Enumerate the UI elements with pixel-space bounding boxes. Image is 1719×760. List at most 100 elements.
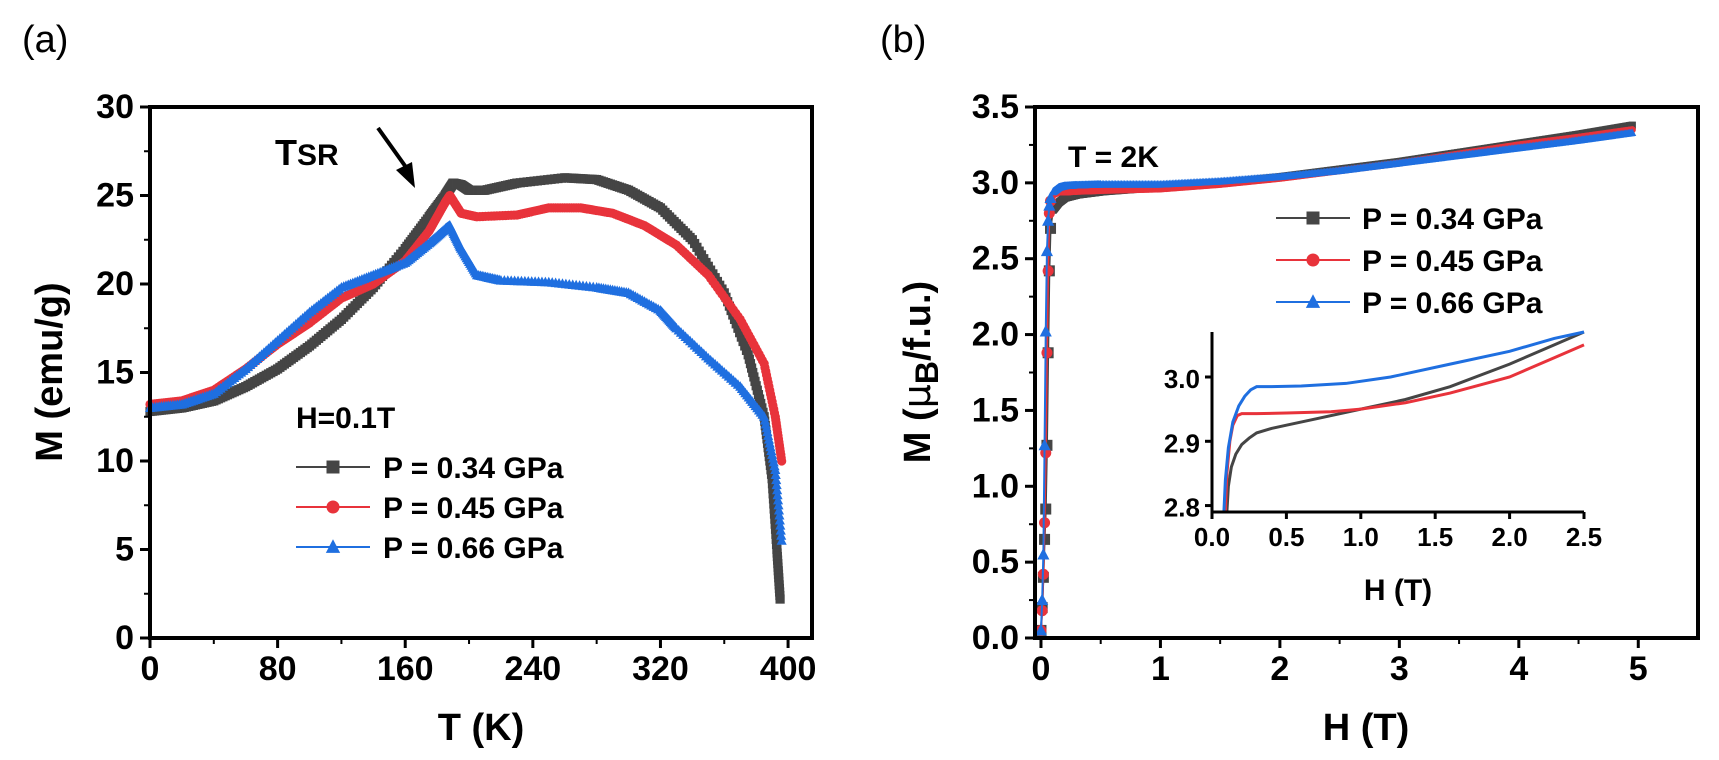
series-2-point: [772, 484, 783, 495]
panel-a-ytick-label: 5: [115, 531, 134, 569]
inset-plot-area: [1222, 330, 1585, 513]
panel-a-ylabel: M (emu/g): [29, 282, 71, 461]
series-2-point: [771, 474, 782, 485]
panel-a-xlabel: T (K): [438, 707, 525, 749]
series-0-point: [775, 594, 785, 604]
tsr-arrow-head: [396, 162, 415, 188]
legend-a-label-1: P = 0.45 GPa: [383, 492, 564, 525]
series-2-point: [775, 525, 786, 535]
b-series-2-lowfield-point: [1043, 199, 1056, 211]
panel-b-xlabel: H (T): [1323, 707, 1410, 749]
series-0-point: [771, 534, 781, 544]
panel-b-legend: P = 0.34 GPa P = 0.45 GPa P = 0.66 GPa: [1276, 203, 1543, 320]
series-2-point: [772, 489, 783, 500]
b-series-2-lowfield-point: [1042, 214, 1055, 226]
panel-b-ylabel-mu: μ: [895, 384, 939, 408]
panel-a-plot-area: [144, 173, 787, 604]
panel-a-xtick-label: 400: [760, 650, 817, 688]
inset-ytick-label: 3.0: [1164, 364, 1200, 394]
inset-xtick-label: 0.0: [1194, 522, 1230, 552]
panel-b-ylabel-tail: /f.u.): [897, 281, 939, 361]
inset-ytick-label: 2.8: [1164, 493, 1200, 523]
panel-b-xtick-label: 5: [1629, 650, 1648, 688]
panel-a-ytick-label: 20: [96, 265, 134, 303]
inset-series-2: [1222, 330, 1585, 513]
panel-b-ytick-label: 0.5: [972, 543, 1019, 581]
series-2-point: [770, 469, 781, 480]
panel-b-ytick-label: 1.5: [972, 391, 1019, 429]
panel-b-xtick-label: 1: [1151, 650, 1170, 688]
b-series-1-lowfield-point: [1042, 265, 1054, 277]
tsr-arrow: [376, 126, 410, 172]
inset-xlabel: H (T): [1364, 574, 1432, 607]
series-1-point: [777, 456, 787, 466]
b-series-0-lowfield-point: [1045, 222, 1057, 234]
temperature-label: T = 2K: [1068, 141, 1159, 174]
series-2-point: [776, 535, 787, 545]
panel-a: (a) 0 80 160 240 320 400 0 5 10 15 20 25 30 T (K) M …: [22, 19, 816, 749]
panel-a-ytick-label: 0: [115, 619, 134, 657]
panel-b-ytick-label: 0.0: [972, 619, 1019, 657]
inset-background: [1212, 332, 1584, 512]
tsr-annotation: TSR: [275, 132, 339, 173]
inset-xtick-label: 2.5: [1566, 522, 1602, 552]
series-2-point: [771, 479, 782, 490]
inset-xtick-label: 1.0: [1343, 522, 1379, 552]
inset-ytick-label: 2.9: [1164, 428, 1200, 458]
panel-b-ytick-label: 3.0: [972, 164, 1019, 202]
panel-b-ticks: 0 1 2 3 4 5 0.0 0.5 1.0 1.5 2.0 2.5 3.0 3.5: [972, 88, 1648, 688]
series-0-point: [771, 539, 782, 550]
b-series-2-lowfield-point: [1040, 244, 1053, 257]
panel-b-ylabel-sub: B: [909, 361, 945, 384]
panel-b: (b) 0 1 2 3 4 5 0.0 0.5 1.0 1.5 2.0 2.5 3.0 3.5 H (T)…: [880, 19, 1700, 749]
panel-a-ytick-label: 15: [96, 354, 134, 392]
panel-b-xtick-label: 0: [1032, 650, 1051, 688]
panel-b-xtick-label: 3: [1390, 650, 1409, 688]
panel-a-xtick-label: 240: [504, 650, 561, 688]
field-label: H=0.1T: [296, 402, 395, 435]
b-series-2-lowfield-point: [1039, 324, 1052, 337]
b-series-0-point: [1628, 121, 1636, 129]
inset-xtick-label: 1.5: [1417, 522, 1453, 552]
legend-b-label-1: P = 0.45 GPa: [1362, 245, 1543, 278]
panel-a-label: (a): [22, 19, 68, 61]
tsr-main: T: [275, 132, 297, 173]
series-2-point: [772, 494, 784, 505]
panel-a-legend: P = 0.34 GPa P = 0.45 GPa P = 0.66 GPa: [296, 452, 564, 565]
series-2-point: [774, 514, 785, 525]
legend-a-label-2: P = 0.66 GPa: [383, 532, 564, 565]
legend-a-marker-1: [326, 500, 340, 514]
series-2-point: [773, 499, 784, 510]
b-series-2-lowfield-point: [1037, 547, 1050, 560]
legend-a-label-0: P = 0.34 GPa: [383, 452, 564, 485]
inset-xtick-label: 0.5: [1268, 522, 1304, 552]
series-2-point: [776, 530, 787, 540]
panel-b-label: (b): [880, 19, 926, 61]
panel-b-ytick-label: 3.5: [972, 88, 1019, 126]
panel-b-plot-area: [1034, 121, 1637, 636]
panel-a-xtick-label: 80: [259, 650, 297, 688]
panel-a-xtick-label: 0: [141, 650, 160, 688]
inset-ticks: 0.0 0.5 1.0 1.5 2.0 2.5 2.8 2.9 3.0: [1164, 364, 1602, 552]
b-series-2-lowfield-point: [1044, 191, 1057, 203]
b-series-2-point: [1628, 128, 1637, 137]
panel-b-xtick-label: 4: [1509, 650, 1528, 688]
panel-b-ytick-label: 2.0: [972, 316, 1019, 354]
inset-xtick-label: 2.0: [1492, 522, 1528, 552]
panel-a-xtick-label: 320: [632, 650, 689, 688]
b-series-2-lowfield-point: [1036, 593, 1049, 606]
b-series-2-lowfield-point: [1038, 438, 1051, 451]
series-2-point: [774, 509, 785, 520]
legend-b-label-2: P = 0.66 GPa: [1362, 287, 1543, 320]
legend-b-marker-1: [1306, 253, 1320, 267]
panel-b-ylabel-main: M (: [897, 408, 939, 463]
panel-b-ytick-label: 1.0: [972, 467, 1019, 505]
series-2-point: [773, 504, 785, 515]
series-0-point: [771, 529, 781, 539]
inset-series-0: [1225, 330, 1585, 513]
series-2-point: [770, 464, 781, 474]
legend-b-marker-0: [1306, 211, 1320, 225]
legend-a-marker-2: [325, 539, 341, 553]
panel-a-ytick-label: 30: [96, 88, 134, 126]
